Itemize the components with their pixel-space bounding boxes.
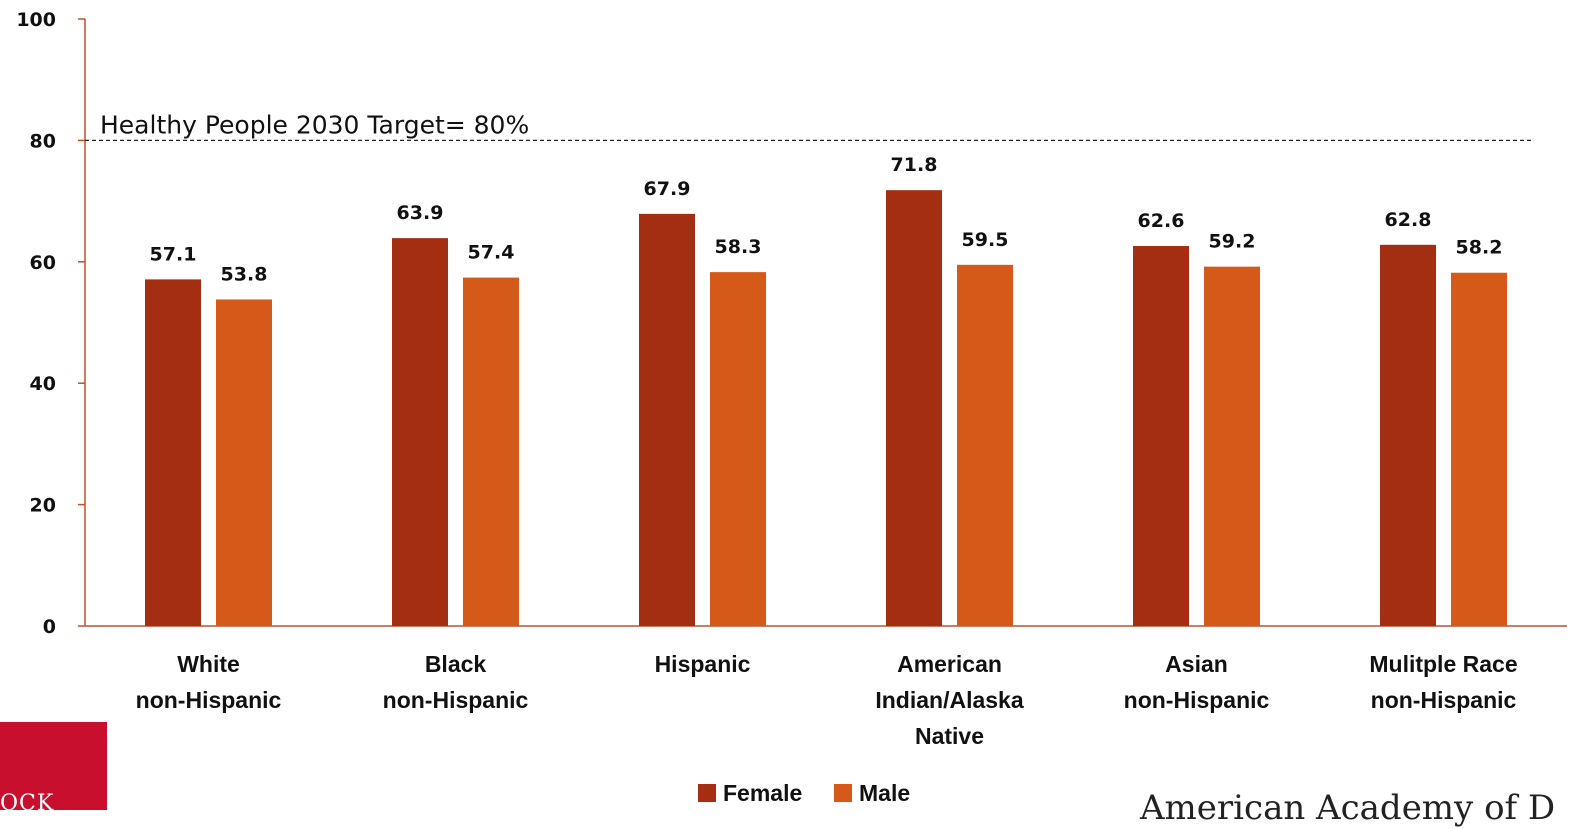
category-label-line: American	[897, 651, 1002, 677]
category-label-line: Mulitple Race	[1369, 651, 1517, 677]
data-label-female: 57.1	[150, 243, 197, 265]
category-label: White non-Hispanic	[136, 651, 282, 713]
data-label-female: 67.9	[644, 178, 691, 200]
bar-female	[145, 279, 201, 626]
legend-swatch-male	[834, 784, 852, 802]
category-label-line: non-Hispanic	[383, 687, 529, 713]
y-tick-label-40: 40	[30, 373, 56, 395]
category-label: Black non-Hispanic	[383, 651, 529, 713]
data-label-female: 62.8	[1385, 209, 1432, 231]
category-label-line: Indian/Alaska	[875, 687, 1023, 713]
category-label: Mulitple Race non-Hispanic	[1369, 651, 1517, 713]
bar-male	[216, 299, 272, 626]
category-label-line: non-Hispanic	[1124, 687, 1270, 713]
logo: OCK	[0, 722, 107, 810]
category-label-line: non-Hispanic	[1371, 687, 1517, 713]
category-label-line: Hispanic	[655, 651, 751, 677]
bar-male	[957, 264, 1013, 626]
category-label: Hispanic	[655, 651, 751, 677]
legend-swatch-female	[698, 784, 716, 802]
footer-organization: American Academy of D	[1140, 788, 1556, 828]
bar-male	[710, 272, 766, 626]
chart: 0 20 40 60 80 100 57.1 53.8 White non-Hispanic 63.…	[16, 9, 1567, 806]
data-label-male: 57.4	[468, 242, 515, 264]
category-label-line: Asian	[1165, 651, 1228, 677]
data-label-male: 59.2	[1209, 231, 1256, 253]
y-tick-label-60: 60	[30, 252, 56, 274]
data-label-female: 63.9	[397, 202, 444, 224]
category-label-line: Native	[915, 723, 984, 749]
bar-female	[1133, 246, 1189, 626]
category-label: Asian non-Hispanic	[1124, 651, 1270, 713]
bar-male	[463, 277, 519, 626]
data-label-male: 58.3	[715, 236, 762, 258]
y-tick-label-0: 0	[43, 616, 56, 638]
data-label-male: 59.5	[962, 229, 1009, 251]
bar-male	[1451, 272, 1507, 626]
category-label-line: non-Hispanic	[136, 687, 282, 713]
data-label-female: 62.6	[1138, 210, 1185, 232]
bar-female	[392, 238, 448, 626]
category-label: American Indian/Alaska Native	[875, 651, 1023, 749]
bar-female	[1380, 244, 1436, 626]
data-label-male: 58.2	[1456, 237, 1503, 259]
category-label-line: White	[177, 651, 240, 677]
y-tick-label-100: 100	[16, 9, 56, 31]
bar-male	[1204, 266, 1260, 626]
bar-female	[639, 213, 695, 627]
target-label: Healthy People 2030 Target= 80%	[100, 110, 529, 139]
data-label-male: 53.8	[221, 263, 268, 285]
logo-text: OCK	[0, 791, 55, 810]
data-label-female: 71.8	[891, 154, 938, 176]
y-tick-label-20: 20	[30, 495, 56, 517]
legend-label-male: Male	[859, 780, 910, 806]
bar-female	[886, 190, 942, 626]
legend-label-female: Female	[723, 780, 802, 806]
y-tick-label-80: 80	[30, 130, 56, 152]
category-label-line: Black	[425, 651, 487, 677]
